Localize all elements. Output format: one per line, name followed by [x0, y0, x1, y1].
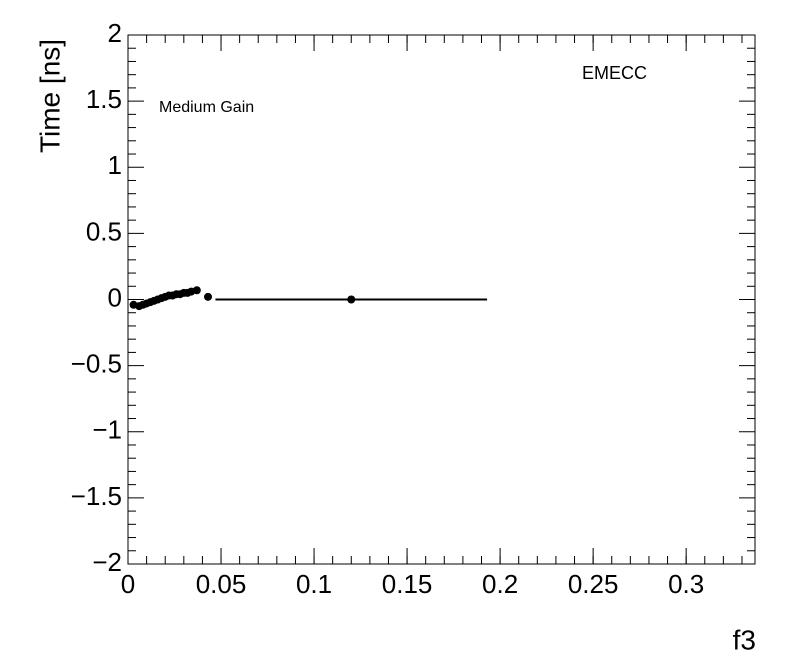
x-tick-label: 0.2 [482, 569, 518, 599]
y-tick-label: 0 [108, 282, 122, 312]
y-tick-label: 1.5 [86, 84, 122, 114]
y-tick-label: −2 [92, 547, 122, 577]
annotation: Medium Gain [159, 99, 254, 116]
x-tick-label: 0 [121, 569, 135, 599]
point [192, 286, 201, 295]
y-tick-label: −0.5 [71, 349, 122, 379]
y-tick-label: 1 [108, 150, 122, 180]
point [204, 292, 213, 301]
y-tick-label: −1 [92, 415, 122, 445]
point [347, 295, 356, 304]
y-tick-label: 2 [108, 18, 122, 48]
x-tick-label: 0.3 [668, 569, 704, 599]
annotation: EMECC [582, 63, 647, 83]
x-tick-label: 0.1 [296, 569, 332, 599]
y-tick-label: −1.5 [71, 481, 122, 511]
x-tick-label: 0.15 [382, 569, 433, 599]
y-tick-label: 0.5 [86, 216, 122, 246]
x-axis-label: f3 [733, 624, 756, 655]
y-axis-label: Time [ns] [34, 39, 65, 153]
x-tick-label: 0.05 [196, 569, 247, 599]
x-tick-label: 0.25 [568, 569, 619, 599]
